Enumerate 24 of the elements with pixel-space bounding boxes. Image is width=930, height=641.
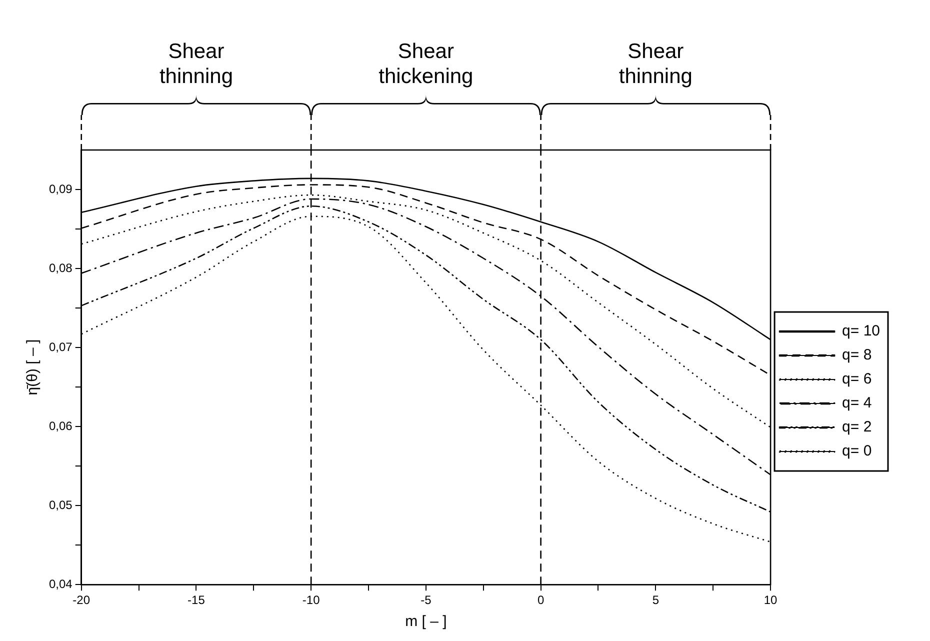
legend-label: q= 6	[842, 370, 872, 388]
x-tick-label: 0	[537, 593, 544, 608]
x-tick-label: 10	[764, 593, 778, 608]
text: Shear thickening	[378, 39, 474, 89]
x-tick-label: -5	[420, 593, 432, 608]
y-tick-label: 0,06	[48, 418, 73, 433]
y-tick-label: 0,09	[48, 182, 73, 196]
legend-label: q= 2	[842, 418, 872, 436]
legend-label: q= 4	[842, 394, 872, 412]
x-tick-label: -15	[188, 593, 206, 608]
y-tick-label: 0,08	[48, 260, 73, 275]
y-tick-label: 0,04	[48, 576, 73, 591]
legend-label: q= 8	[842, 346, 872, 364]
legend-label: q= 0	[842, 442, 872, 460]
x-tick-label: 5	[652, 593, 660, 608]
x-axis-title: m [ – ]	[405, 613, 447, 630]
x-tick-label: -10	[302, 593, 320, 608]
text: Shear thinning	[618, 39, 694, 89]
text: Shear thinning	[158, 39, 234, 89]
x-tick-label: -20	[72, 593, 90, 608]
y-axis-title: η̄(θ) [ – ]	[24, 339, 42, 396]
legend-label: q= 10	[842, 322, 880, 340]
y-tick-label: 0,07	[48, 340, 73, 354]
y-tick-label: 0,05	[48, 498, 73, 512]
